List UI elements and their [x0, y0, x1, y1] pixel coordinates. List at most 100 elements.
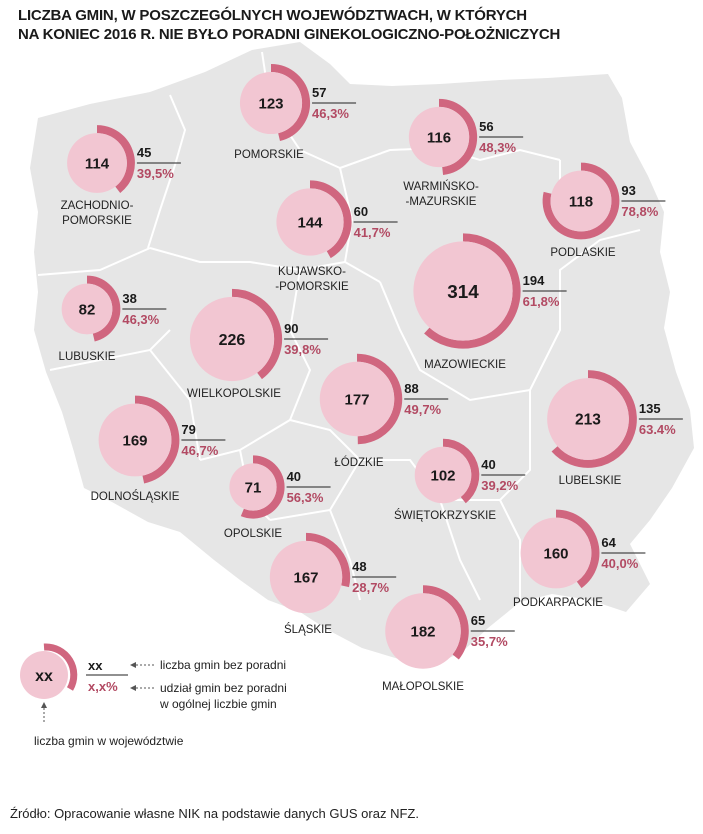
region-name: WARMIŃSKO- [403, 180, 479, 193]
total-bubble [413, 241, 513, 341]
legend-arc [43, 643, 78, 691]
total-value: 82 [79, 301, 96, 318]
total-value: 71 [245, 479, 262, 496]
without-value: 135 [639, 401, 661, 416]
region-podlaskie: 118 93 78,8% PODLASKIE [542, 162, 666, 259]
total-value: 167 [293, 569, 318, 586]
region-mazowieckie: 314 194 61,8% MAZOWIECKIE [413, 233, 567, 371]
legend-share-label-1: udział gmin bez poradni [160, 681, 287, 695]
total-value: 123 [258, 95, 283, 112]
without-value: 40 [481, 457, 495, 472]
region-name: -MAZURSKIE [406, 196, 477, 208]
total-bubble [385, 593, 461, 669]
without-value: 194 [523, 273, 545, 288]
total-value: 114 [85, 155, 110, 172]
total-bubble [98, 403, 172, 477]
without-value: 48 [352, 559, 366, 574]
legend-share-label-2: w ogólnej liczbie gmin [159, 697, 277, 711]
region-name: POMORSKIE [62, 215, 132, 227]
region-name: OPOLSKIE [224, 528, 282, 540]
total-bubble [269, 540, 343, 614]
total-bubble [229, 463, 277, 511]
without-value: 79 [181, 422, 195, 437]
share-value: 41,7% [354, 225, 391, 240]
region-name: -POMORSKIE [275, 281, 349, 293]
total-bubble [550, 170, 612, 232]
total-value: 118 [569, 193, 593, 210]
total-value: 226 [219, 332, 246, 349]
legend-without-symbol: xx [88, 658, 103, 673]
total-value: 160 [543, 545, 568, 562]
region-dolnośląskie: 169 79 46,7% DOLNOŚLĄSKIE [91, 395, 226, 503]
share-value: 78,8% [621, 204, 658, 219]
total-bubble [276, 188, 344, 256]
region-name: PODKARPACKIE [513, 597, 603, 609]
share-value: 56,3% [287, 490, 324, 505]
share-arc [240, 455, 285, 519]
share-arc [442, 438, 480, 504]
total-bubble [239, 71, 303, 135]
region-świętokrzyskie: 102 40 39,2% ŚWIĘTOKRZYSKIE [394, 438, 526, 522]
share-value: 48,3% [479, 140, 516, 155]
share-value: 39,2% [481, 478, 518, 493]
share-arc [231, 288, 283, 380]
region-śląskie: 167 48 28,7% ŚLĄSKIE [269, 532, 397, 636]
without-value: 64 [601, 535, 616, 550]
title-line-2: NA KONIEC 2016 R. NIE BYŁO PORADNI GINEK… [18, 26, 561, 43]
total-bubble [408, 106, 470, 168]
region-opolskie: 71 40 56,3% OPOLSKIE [224, 455, 331, 540]
without-value: 45 [137, 145, 151, 160]
region-name: WIELKOPOLSKIE [187, 388, 281, 400]
without-value: 57 [312, 85, 326, 100]
total-bubble [61, 283, 113, 335]
region-name: MAŁOPOLSKIE [382, 681, 464, 693]
region-name: ŚLĄSKIE [284, 623, 332, 636]
total-bubble [547, 378, 629, 460]
region-name: PODLASKIE [550, 247, 616, 259]
share-arc [422, 585, 469, 660]
poland-map-outline [30, 42, 694, 664]
share-arc [551, 370, 637, 468]
legend-bubble [20, 651, 68, 699]
total-bubble [189, 296, 275, 382]
share-arc [555, 509, 600, 589]
legend-pointer-head [130, 662, 136, 668]
region-podkarpackie: 160 64 40,0% PODKARPACKIE [513, 509, 646, 609]
share-value: 35,7% [471, 634, 508, 649]
total-value: 144 [297, 214, 323, 231]
region-name: ZACHODNIO- [61, 200, 134, 212]
total-bubble [520, 517, 592, 589]
legend-share-symbol: x,x% [88, 679, 118, 694]
total-value: 102 [430, 467, 455, 484]
without-value: 56 [479, 119, 493, 134]
region-warmińsko-mazurskie: 116 56 48,3% WARMIŃSKO- -MAZURSKIE [403, 98, 524, 208]
share-value: 40,0% [601, 556, 638, 571]
share-value: 46,7% [181, 443, 218, 458]
total-value: 177 [344, 391, 369, 408]
without-value: 60 [354, 204, 368, 219]
without-value: 88 [404, 381, 418, 396]
legend: xx xx x,x% liczba gmin bez poradni udział gm… [20, 643, 287, 748]
share-arc [96, 125, 135, 193]
total-value: 116 [427, 129, 451, 146]
region-lubuskie: 82 38 46,3% LUBUSKIE [59, 275, 167, 363]
total-bubble [414, 446, 472, 504]
share-value: 28,7% [352, 580, 389, 595]
total-value: 169 [122, 432, 147, 449]
share-value: 46,3% [312, 106, 349, 121]
region-name: ŚWIĘTOKRZYSKIE [394, 509, 496, 522]
share-arc [542, 162, 620, 240]
share-value: 63.4% [639, 422, 676, 437]
region-name: LUBELSKIE [559, 475, 622, 487]
total-value: 314 [447, 281, 479, 302]
region-name: ŁÓDZKIE [334, 456, 384, 469]
legend-pointer-head [41, 702, 47, 708]
region-kujawsko-pomorskie: 144 60 41,7% KUJAWSKO- -POMORSKIE [275, 180, 398, 293]
region-małopolskie: 182 65 35,7% MAŁOPOLSKIE [382, 585, 515, 693]
share-value: 61,8% [523, 294, 560, 309]
total-value: 213 [575, 412, 601, 429]
share-arc [438, 98, 478, 175]
region-zachodnio-pomorskie: 114 45 39,5% ZACHODNIO- POMORSKIE [61, 125, 181, 227]
legend-total-symbol: xx [35, 668, 53, 685]
